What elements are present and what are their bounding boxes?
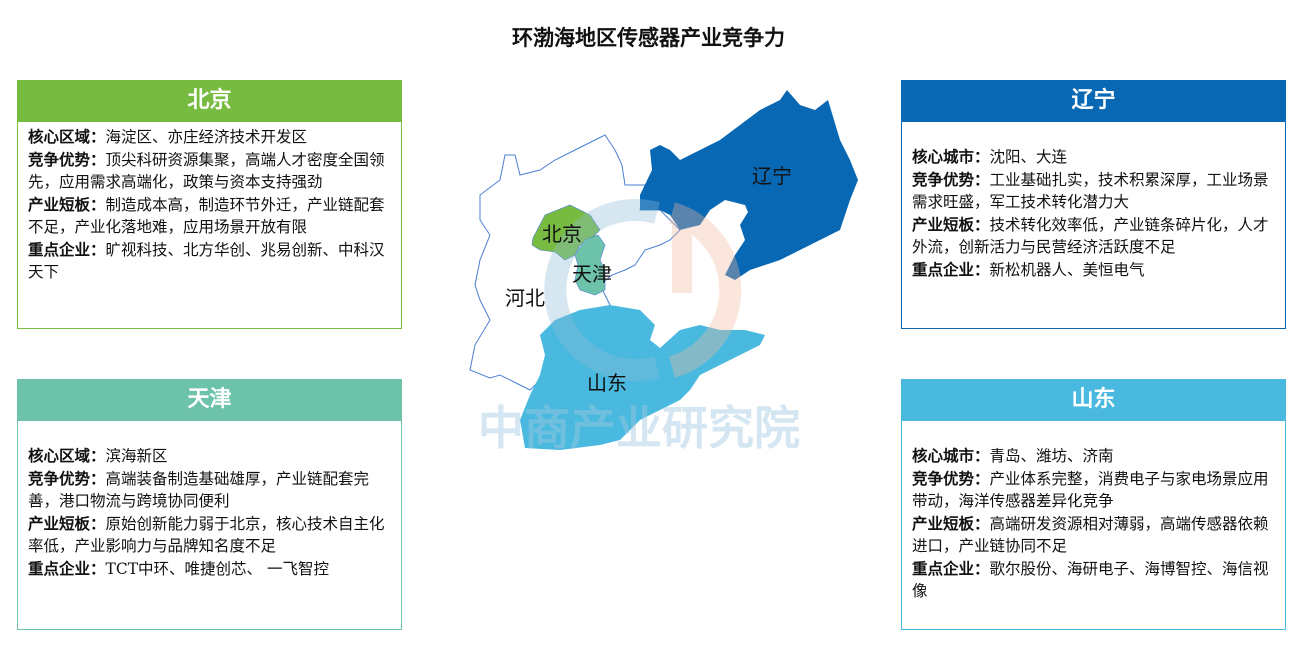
row-text: TCT中环、唯捷创芯、 一飞智控 <box>105 559 329 578</box>
row-core-cities: 核心城市：青岛、潍坊、济南 <box>912 445 1277 468</box>
row-text: 技术转化效率低，产业链条碎片化，人才外流，创新活力与民营经济活跃度不足 <box>912 215 1269 257</box>
row-label: 竞争优势： <box>28 468 106 488</box>
hebei-region <box>469 134 681 391</box>
panel-body: 核心城市：青岛、潍坊、济南 竞争优势：产业体系完整，消费电子与家电场景应用带动，… <box>902 421 1285 603</box>
map-label-liaoning: 辽宁 <box>752 164 792 188</box>
row-core-area: 核心区域：滨海新区 <box>28 445 393 468</box>
row-label: 产业短板： <box>912 214 990 234</box>
map-label-hebei: 河北 <box>505 286 545 310</box>
liaoning-region <box>640 90 858 280</box>
map-label-beijing: 北京 <box>542 222 582 246</box>
beijing-region <box>531 204 601 261</box>
watermark-text: 中商产业研究院 <box>478 401 800 455</box>
row-label: 重点企业： <box>28 239 106 259</box>
watermark-logo <box>544 199 742 381</box>
row-core-cities: 核心城市：沈阳、大连 <box>912 146 1277 169</box>
row-weaknesses: 产业短板：制造成本高，制造环节外迁，产业链配套不足，产业化落地难，应用场景开放有… <box>28 194 393 239</box>
row-core-area: 核心区域：海淀区、亦庄经济技术开发区 <box>28 126 393 149</box>
tianjin-region <box>574 234 606 296</box>
map-label-tianjin: 天津 <box>572 262 612 286</box>
row-label: 产业短板： <box>28 194 106 214</box>
row-key-companies: 重点企业：新松机器人、美恒电气 <box>912 259 1277 282</box>
row-text: 产业体系完整，消费电子与家电场景应用带动，海洋传感器差异化竞争 <box>912 469 1269 511</box>
row-label: 产业短板： <box>28 513 106 533</box>
row-text: 新松机器人、美恒电气 <box>989 260 1145 279</box>
row-advantages: 竞争优势：工业基础扎实，技术积累深厚，工业场景需求旺盛，军工技术转化潜力大 <box>912 169 1277 214</box>
row-label: 竞争优势： <box>912 169 990 189</box>
row-advantages: 竞争优势：顶尖科研资源集聚，高端人才密度全国领先，应用需求高端化，政策与资本支持… <box>28 149 393 194</box>
row-label: 核心城市： <box>912 446 990 465</box>
row-text: 滨海新区 <box>105 447 168 465</box>
row-text: 工业基础扎实，技术积累深厚，工业场景需求旺盛，军工技术转化潜力大 <box>912 170 1269 212</box>
panel-shandong: 山东 核心城市：青岛、潍坊、济南 竞争优势：产业体系完整，消费电子与家电场景应用… <box>901 379 1286 630</box>
panel-title: 山东 <box>901 379 1286 421</box>
panel-title: 天津 <box>17 379 402 421</box>
row-advantages: 竞争优势：产业体系完整，消费电子与家电场景应用带动，海洋传感器差异化竞争 <box>912 468 1277 513</box>
panel-beijing: 北京 核心区域：海淀区、亦庄经济技术开发区 竞争优势：顶尖科研资源集聚，高端人才… <box>17 80 402 329</box>
panel-title: 辽宁 <box>901 80 1286 122</box>
row-key-companies: 重点企业：旷视科技、北方华创、兆易创新、中科汉天下 <box>28 239 393 284</box>
panel-tianjin: 天津 核心区域：滨海新区 竞争优势：高端装备制造基础雄厚，产业链配套完善，港口物… <box>17 379 402 630</box>
row-text: 旷视科技、北方华创、兆易创新、中科汉天下 <box>28 240 385 282</box>
row-text: 歌尔股份、海研电子、海博智控、海信视像 <box>912 559 1269 601</box>
row-label: 核心区域： <box>28 127 106 146</box>
row-text: 青岛、潍坊、济南 <box>989 447 1114 465</box>
row-text: 沈阳、大连 <box>989 148 1068 166</box>
row-text: 原始创新能力弱于北京，核心技术自主化率低，产业影响力与品牌知名度不足 <box>28 514 385 556</box>
panel-body: 核心区域：滨海新区 竞争优势：高端装备制造基础雄厚，产业链配套完善，港口物流与跨… <box>18 421 401 580</box>
row-key-companies: 重点企业：TCT中环、唯捷创芯、 一飞智控 <box>28 558 393 581</box>
panel-body: 核心城市：沈阳、大连 竞争优势：工业基础扎实，技术积累深厚，工业场景需求旺盛，军… <box>902 122 1285 281</box>
row-label: 产业短板： <box>912 513 990 533</box>
row-weaknesses: 产业短板：高端研发资源相对薄弱，高端传感器依赖进口，产业链协同不足 <box>912 513 1277 558</box>
row-advantages: 竞争优势：高端装备制造基础雄厚，产业链配套完善，港口物流与跨境协同便利 <box>28 468 393 513</box>
row-text: 制造成本高，制造环节外迁，产业链配套不足，产业化落地难，应用场景开放有限 <box>28 195 385 237</box>
row-text: 高端研发资源相对薄弱，高端传感器依赖进口，产业链协同不足 <box>912 514 1269 556</box>
row-text: 高端装备制造基础雄厚，产业链配套完善，港口物流与跨境协同便利 <box>28 469 370 511</box>
row-label: 核心城市： <box>912 147 990 166</box>
shandong-region <box>520 305 765 450</box>
row-label: 核心区域： <box>28 446 106 465</box>
row-weaknesses: 产业短板：技术转化效率低，产业链条碎片化，人才外流，创新活力与民营经济活跃度不足 <box>912 214 1277 259</box>
panel-body: 核心区域：海淀区、亦庄经济技术开发区 竞争优势：顶尖科研资源集聚，高端人才密度全… <box>18 122 401 284</box>
row-label: 竞争优势： <box>912 468 990 488</box>
row-text: 海淀区、亦庄经济技术开发区 <box>105 128 308 146</box>
row-label: 重点企业： <box>912 259 990 279</box>
row-label: 竞争优势： <box>28 149 106 169</box>
row-text: 顶尖科研资源集聚，高端人才密度全国领先，应用需求高端化，政策与资本支持强劲 <box>28 150 385 192</box>
row-weaknesses: 产业短板：原始创新能力弱于北京，核心技术自主化率低，产业影响力与品牌知名度不足 <box>28 513 393 558</box>
panel-liaoning: 辽宁 核心城市：沈阳、大连 竞争优势：工业基础扎实，技术积累深厚，工业场景需求旺… <box>901 80 1286 329</box>
panel-title: 北京 <box>17 80 402 122</box>
map-label-shandong: 山东 <box>587 371 627 395</box>
row-key-companies: 重点企业：歌尔股份、海研电子、海博智控、海信视像 <box>912 558 1277 603</box>
row-label: 重点企业： <box>28 558 106 578</box>
row-label: 重点企业： <box>912 558 990 578</box>
page-title: 环渤海地区传感器产业竞争力 <box>512 26 785 50</box>
